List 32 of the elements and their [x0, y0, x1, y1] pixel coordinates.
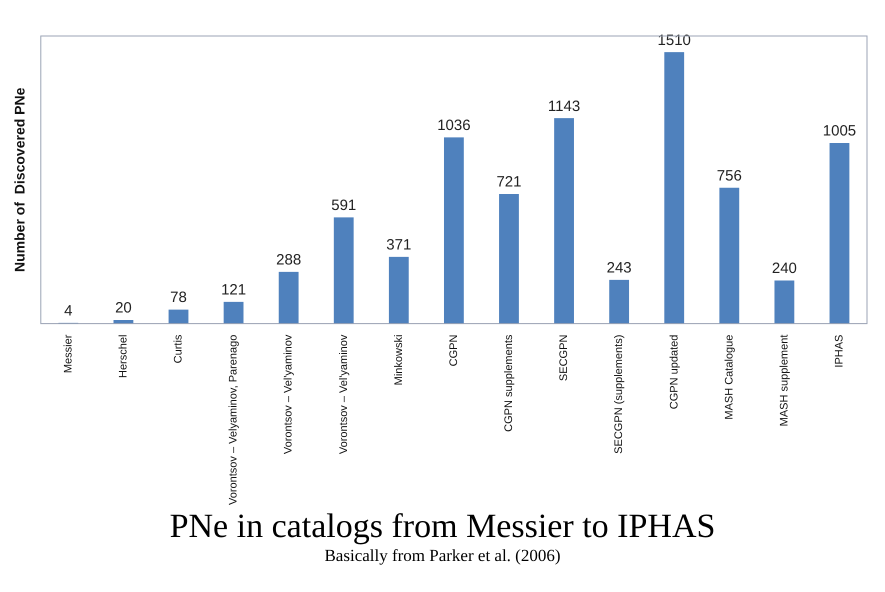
data-label: 721	[496, 174, 522, 191]
data-label: 4	[64, 302, 73, 320]
data-label: 20	[115, 300, 132, 317]
x-tick-label: SECGPN (supplements)	[613, 334, 626, 454]
data-label: 240	[772, 260, 797, 278]
data-label: 1005	[822, 122, 856, 140]
text: PNe in catalogs from Messier to IPHAS	[168, 508, 716, 546]
data-label: 78	[170, 289, 187, 306]
text: Basically from Parker et al. (2006)	[323, 546, 562, 566]
x-tick-label: Curtis	[172, 334, 185, 364]
x-tick-label: CGPN	[448, 334, 460, 366]
data-label: 756	[716, 167, 742, 184]
data-label: 288	[276, 251, 302, 268]
data-label: 243	[606, 260, 632, 277]
x-tick-label: Vorontsov – Velyaminov, Parenago	[228, 334, 240, 506]
x-tick-label: MASH Catalogue	[723, 334, 736, 420]
data-label: 371	[386, 236, 412, 254]
x-tick-label: CGPN supplements	[503, 334, 516, 432]
data-label: 1036	[437, 117, 471, 134]
x-tick-label: Messier	[62, 334, 74, 374]
x-tick-label: Herschel	[117, 334, 130, 378]
x-tick-label: Minkowski	[392, 334, 405, 386]
x-tick-label: Vorontsov – Vel'yaminov	[282, 334, 295, 454]
x-tick-label: IPHAS	[833, 334, 846, 368]
y-axis-title: Number of Discovered PNe	[11, 87, 28, 272]
x-tick-label: Vorontsov – Vel'yaminov	[338, 334, 350, 454]
data-label: 121	[221, 281, 246, 298]
data-label: 591	[331, 197, 356, 214]
x-tick-label: CGPN updated	[668, 334, 680, 410]
data-label: 1143	[548, 98, 580, 115]
x-tick-label: SECGPN	[558, 334, 570, 382]
x-tick-label: MASH supplement	[778, 334, 790, 426]
